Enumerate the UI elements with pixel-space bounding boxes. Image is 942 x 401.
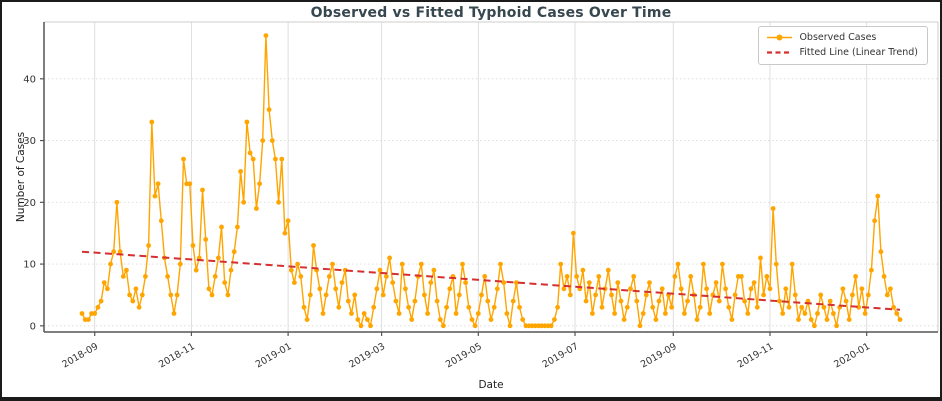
y-axis-label: Number of Cases	[15, 131, 27, 223]
svg-text:2019-07: 2019-07	[541, 341, 581, 370]
legend-label-observed: Observed Cases	[799, 32, 877, 43]
axis-ticks	[40, 78, 868, 336]
svg-text:20: 20	[23, 198, 36, 209]
y-tick-labels: 0 10 20 30 40	[23, 74, 36, 332]
svg-text:40: 40	[23, 74, 36, 85]
axis-spines	[43, 21, 939, 333]
svg-text:2019-03: 2019-03	[347, 341, 387, 370]
svg-text:30: 30	[23, 136, 36, 147]
legend-item-fitted: Fitted Line (Linear Trend)	[766, 47, 918, 58]
series-observed-cases	[79, 33, 903, 329]
legend: Observed Cases Fitted Line (Linear Trend…	[758, 26, 928, 65]
x-axis-label: Date	[478, 379, 504, 391]
series-fitted-trend-line	[81, 250, 901, 311]
svg-text:2019-09: 2019-09	[639, 341, 679, 370]
svg-text:2019-05: 2019-05	[444, 341, 484, 370]
x-tick-labels: 2018-09 2018-11 2019-01 2019-03 2019-05 2019-…	[60, 341, 872, 370]
svg-text:2020-01: 2020-01	[832, 341, 872, 370]
legend-label-fitted: Fitted Line (Linear Trend)	[799, 47, 918, 58]
legend-item-observed: Observed Cases	[766, 32, 918, 43]
svg-text:2019-01: 2019-01	[254, 341, 294, 370]
chart-title: Observed vs Fitted Typhoid Cases Over Ti…	[310, 5, 672, 21]
svg-text:0: 0	[30, 321, 36, 332]
svg-text:2019-11: 2019-11	[736, 341, 776, 370]
svg-text:2018-09: 2018-09	[60, 341, 100, 370]
svg-text:10: 10	[23, 260, 36, 271]
fitted-dashed-line-icon	[766, 48, 793, 57]
svg-text:2018-11: 2018-11	[157, 341, 197, 370]
observed-line-marker-icon	[766, 33, 793, 42]
